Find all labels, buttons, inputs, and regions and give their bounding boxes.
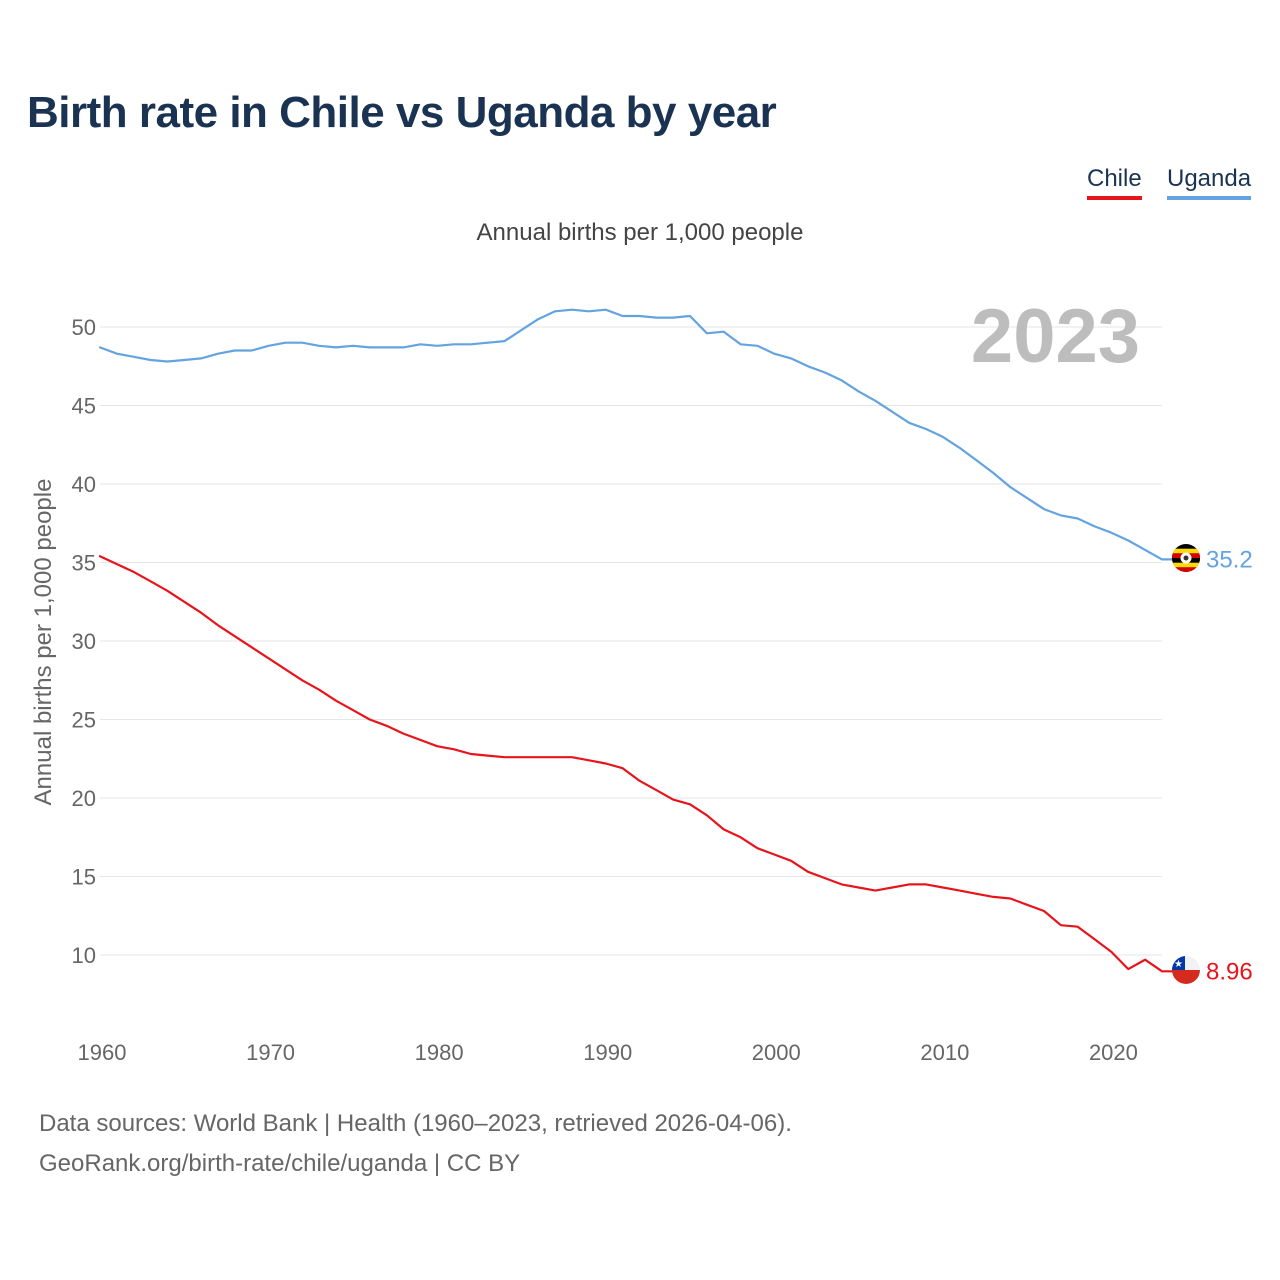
y-axis: 10 15 20 25 30 35 40 45 50 (72, 315, 96, 968)
chile-flag-icon: ★ (1172, 956, 1200, 984)
x-tick-label: 1970 (246, 1040, 295, 1065)
series: 8.96 35.2 (98, 308, 1253, 985)
chart-subtitle: Annual births per 1,000 people (477, 219, 804, 246)
x-axis: 1960 1970 1980 1990 2000 2010 2020 (78, 1040, 1138, 1065)
y-tick-label: 40 (72, 472, 96, 497)
y-tick-label: 15 (72, 865, 96, 890)
end-label-chile: 8.96 (1206, 958, 1253, 985)
x-tick-label: 1980 (415, 1040, 464, 1065)
chart-title: Birth rate in Chile vs Uganda by year (27, 88, 777, 137)
y-tick-label: 50 (72, 315, 96, 340)
svg-text:★: ★ (1174, 959, 1183, 970)
grid (100, 326, 1162, 956)
x-tick-label: 2000 (752, 1040, 801, 1065)
data-source-text: Data sources: World Bank | Health (1960–… (39, 1110, 792, 1137)
year-watermark: 2023 (971, 294, 1140, 379)
series-line-chile[interactable] (98, 555, 1174, 973)
footer: Data sources: World Bank | Health (1960–… (39, 1104, 792, 1184)
legend-swatch-chile (1087, 196, 1142, 200)
y-tick-label: 30 (72, 629, 96, 654)
y-axis-label: Annual births per 1,000 people (30, 479, 57, 806)
series-line-uganda[interactable] (98, 308, 1174, 561)
x-tick-label: 2010 (920, 1040, 969, 1065)
legend-label-uganda: Uganda (1167, 165, 1252, 192)
y-tick-label: 25 (72, 708, 96, 733)
y-tick-label: 35 (72, 551, 96, 576)
uganda-flag-icon (1172, 544, 1200, 572)
x-tick-label: 1990 (583, 1040, 632, 1065)
y-tick-label: 20 (72, 786, 96, 811)
legend-swatch-uganda (1167, 196, 1252, 200)
legend-item-uganda[interactable]: Uganda (1167, 165, 1252, 200)
legend-item-chile[interactable]: Chile (1087, 166, 1142, 200)
x-tick-label: 1960 (78, 1040, 127, 1065)
legend-label-chile: Chile (1087, 165, 1142, 192)
y-tick-label: 10 (72, 943, 96, 968)
end-label-uganda: 35.2 (1206, 546, 1253, 573)
x-tick-label: 2020 (1089, 1040, 1138, 1065)
source-url-text[interactable]: GeoRank.org/birth-rate/chile/uganda | CC… (39, 1150, 521, 1177)
y-tick-label: 45 (72, 394, 96, 419)
